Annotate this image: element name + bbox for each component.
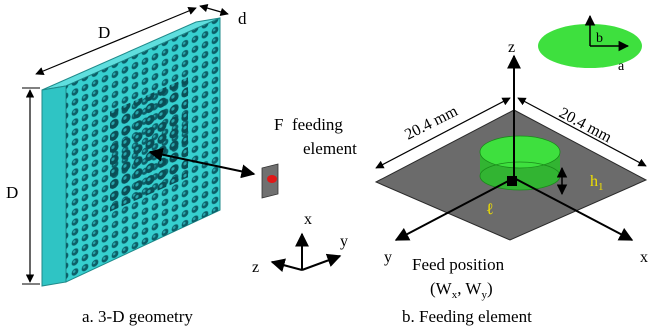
inset-label-b: b [596,31,603,46]
panel-3d-geometry: D d D F feeding element x z y a. 3-D geo… [6,4,357,326]
dimension-line-left [375,97,511,169]
feeding-label-line1: F feeding [274,115,343,134]
inset-label-a: a [618,59,625,74]
left-axis-z-label: z [252,259,259,276]
caption-left: a. 3-D geometry [82,307,193,326]
right-axis-x-label: x [640,249,648,266]
left-axes: x z y [252,211,348,276]
dimension-line-right [517,97,647,167]
caption-right: b. Feeding element [402,307,532,326]
label-d: d [238,9,247,28]
dimension-label-left: 20.4 mm [402,102,461,143]
height-label: h1 [590,173,604,193]
feed-red-dot [267,175,277,183]
pointer-arrow [148,147,256,179]
slab-holes [66,18,220,282]
patch-top [479,135,561,169]
left-axis-y-label: y [340,233,348,250]
right-axes: z y x [384,39,648,266]
feeding-label-line2: element [303,139,357,158]
dimension-line-d [199,4,229,16]
left-axis-x-label: x [304,211,312,228]
dimension-line-D-top [35,7,197,75]
feed-position-line1: Feed position [412,255,505,274]
panel-feeding-element: z y x 20.4 mm 20.4 mm h1 ℓ b a Feed posi… [374,14,648,326]
ell-label: ℓ [486,201,494,218]
right-axis-z-label: z [508,39,515,56]
right-axis-y-label: y [384,249,392,266]
label-D-top: D [98,23,110,42]
feed-position-line2: (Wx, Wy) [430,279,493,301]
label-D-side: D [6,183,18,202]
ellipse-inset: b a [538,14,642,74]
slab-side-face [41,85,67,287]
feed-marker [507,176,517,186]
